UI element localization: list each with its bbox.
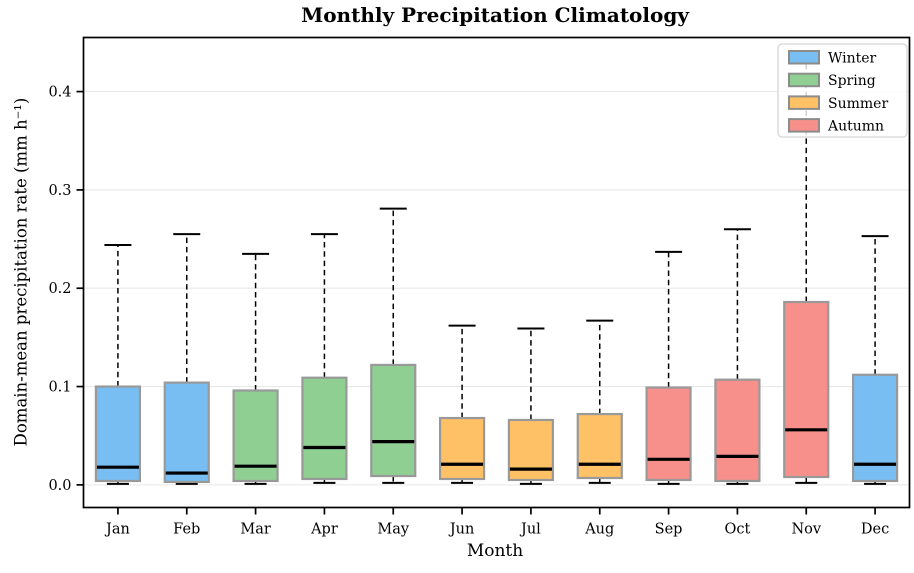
- box-apr: [301, 376, 348, 481]
- box-jul: [507, 418, 555, 482]
- x-tick-label-oct: Oct: [724, 522, 750, 538]
- x-tick-label-mar: Mar: [240, 522, 270, 538]
- legend-label-winter: Winter: [828, 51, 877, 67]
- y-tick-label: 0.1: [48, 380, 71, 396]
- x-tick-label-feb: Feb: [173, 522, 200, 538]
- legend-swatch-summer: [788, 95, 820, 110]
- legend-box: [777, 43, 908, 138]
- x-tick-label-apr: Apr: [310, 522, 338, 538]
- legend-swatch-autumn: [788, 118, 820, 133]
- x-tick-label-jun: Jun: [448, 522, 475, 538]
- x-tick-label-dec: Dec: [861, 522, 889, 538]
- box-jan: [94, 385, 142, 483]
- legend-label-summer: Summer: [828, 96, 888, 112]
- box-feb: [163, 381, 210, 484]
- legend-swatch-winter: [788, 50, 820, 65]
- box-sep: [645, 386, 692, 482]
- legend-swatch-spring: [788, 72, 820, 88]
- y-tick-label: 0.0: [48, 478, 71, 494]
- x-tick-label-may: May: [377, 522, 409, 538]
- legend-label-spring: Spring: [828, 73, 876, 89]
- x-tick-label-jul: Jul: [519, 522, 541, 538]
- axes-frame: [82, 36, 911, 509]
- y-tick-label: 0.2: [48, 281, 71, 297]
- chart-title: Monthly Precipitation Climatology: [301, 3, 689, 27]
- y-tick-label: 0.4: [48, 85, 71, 101]
- box-jun: [438, 416, 486, 481]
- x-tick-label-nov: Nov: [791, 522, 821, 538]
- box-oct: [714, 378, 761, 483]
- box-nov: [783, 300, 830, 479]
- x-tick-label-sep: Sep: [655, 522, 683, 538]
- box-may: [370, 363, 417, 478]
- x-tick-label-aug: Aug: [584, 522, 614, 538]
- x-tick-label-jan: Jan: [104, 522, 130, 538]
- x-axis-label: Month: [466, 541, 524, 561]
- box-aug: [576, 412, 623, 480]
- legend-label-autumn: Autumn: [827, 119, 884, 135]
- y-tick-label: 0.3: [48, 183, 71, 199]
